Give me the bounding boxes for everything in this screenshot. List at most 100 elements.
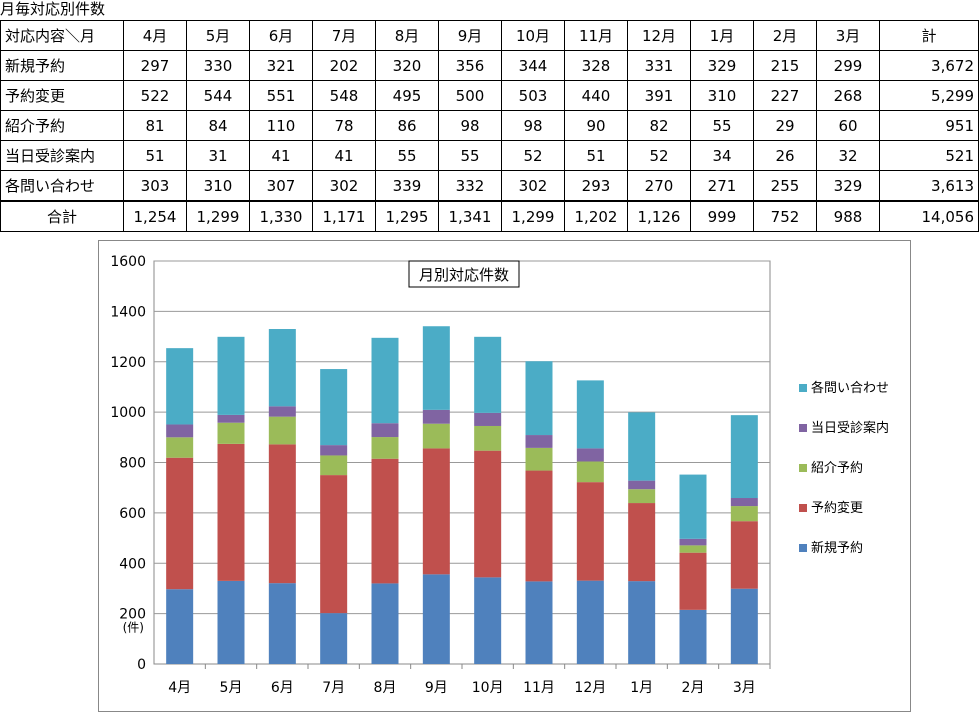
legend-label: 各問い合わせ bbox=[811, 380, 889, 396]
bar-segment-4 bbox=[371, 423, 399, 438]
table-caption: 月毎対応別件数 bbox=[0, 0, 106, 18]
bar-segment-4 bbox=[320, 445, 348, 456]
value-cell: 321 bbox=[249, 50, 313, 81]
bar-segment-3 bbox=[474, 425, 502, 451]
bar-segment-1 bbox=[576, 580, 604, 664]
total-header-cell: 計 bbox=[879, 20, 979, 51]
bar-segment-2 bbox=[474, 450, 502, 578]
bar-segment-4 bbox=[217, 414, 245, 423]
sum-value-cell: 1,299 bbox=[501, 200, 565, 232]
y-tick-label: 600 bbox=[119, 506, 146, 522]
value-cell: 255 bbox=[753, 170, 817, 202]
value-cell: 440 bbox=[564, 80, 628, 111]
value-cell: 202 bbox=[312, 50, 376, 81]
value-cell: 29 bbox=[753, 110, 817, 141]
sum-value-cell: 1,126 bbox=[627, 200, 691, 232]
value-cell: 303 bbox=[123, 170, 187, 202]
sum-value-cell: 1,295 bbox=[375, 200, 439, 232]
value-cell: 329 bbox=[816, 170, 880, 202]
value-cell: 90 bbox=[564, 110, 628, 141]
x-tick-label: 1月 bbox=[630, 680, 653, 696]
bar-segment-5 bbox=[422, 326, 450, 410]
value-cell: 271 bbox=[690, 170, 754, 202]
bar-segment-4 bbox=[166, 424, 194, 438]
value-cell: 310 bbox=[690, 80, 754, 111]
x-tick-label: 8月 bbox=[374, 680, 397, 696]
bar-segment-5 bbox=[576, 380, 604, 449]
bar-segment-4 bbox=[422, 409, 450, 424]
legend-swatch bbox=[799, 384, 807, 392]
x-tick-label: 5月 bbox=[220, 680, 243, 696]
bar-segment-2 bbox=[679, 552, 707, 610]
legend-swatch bbox=[799, 424, 807, 432]
value-cell: 495 bbox=[375, 80, 439, 111]
bar-segment-2 bbox=[371, 458, 399, 584]
y-tick-label: 800 bbox=[119, 456, 146, 472]
value-cell: 320 bbox=[375, 50, 439, 81]
value-cell: 98 bbox=[438, 110, 502, 141]
bar-segment-5 bbox=[268, 329, 296, 407]
value-cell: 307 bbox=[249, 170, 313, 202]
header-label-cell: 対応内容＼月 bbox=[0, 20, 124, 51]
month-header-cell: 2月 bbox=[753, 20, 817, 51]
bar-segment-3 bbox=[268, 416, 296, 445]
sum-value-cell: 1,171 bbox=[312, 200, 376, 232]
value-cell: 110 bbox=[249, 110, 313, 141]
value-cell: 84 bbox=[186, 110, 250, 141]
legend-label: 当日受診案内 bbox=[811, 420, 889, 436]
row-label-cell: 各問い合わせ bbox=[0, 170, 124, 202]
legend-label: 紹介予約 bbox=[811, 461, 863, 476]
value-cell: 268 bbox=[816, 80, 880, 111]
chart-title-box bbox=[408, 260, 520, 288]
table-header-row: 対応内容＼月 4月 5月 6月 7月 8月 9月 10月 11月 12月 1月 2月 3月計 bbox=[0, 20, 979, 51]
x-tick-label: 11月 bbox=[523, 680, 555, 696]
value-cell: 330 bbox=[186, 50, 250, 81]
bar-segment-2 bbox=[166, 457, 194, 590]
value-cell: 331 bbox=[627, 50, 691, 81]
bar-segment-2 bbox=[576, 482, 604, 581]
value-cell: 86 bbox=[375, 110, 439, 141]
value-cell: 52 bbox=[627, 140, 691, 171]
value-cell: 297 bbox=[123, 50, 187, 81]
bar-segment-1 bbox=[166, 589, 194, 664]
table-row: 予約変更 522 544 551 548 495 500 503 440 391 310 227 268… bbox=[0, 80, 979, 111]
x-tick-label: 7月 bbox=[322, 680, 345, 696]
value-cell: 55 bbox=[375, 140, 439, 171]
value-cell: 339 bbox=[375, 170, 439, 202]
value-cell: 332 bbox=[438, 170, 502, 202]
stacked-bar-chart: 0 200 400 600 800 1000 1200 1400 1600 (件) 4月 5月 6月 7月… bbox=[110, 254, 889, 696]
value-cell: 500 bbox=[438, 80, 502, 111]
month-header-cell: 8月 bbox=[375, 20, 439, 51]
bar-segment-3 bbox=[320, 455, 348, 476]
bar-segment-5 bbox=[166, 348, 194, 425]
bar-segment-2 bbox=[320, 475, 348, 614]
bar-segment-2 bbox=[730, 521, 758, 589]
value-cell: 299 bbox=[816, 50, 880, 81]
bar-segment-5 bbox=[628, 412, 656, 481]
row-total-cell: 3,672 bbox=[879, 50, 979, 81]
bar-segment-5 bbox=[474, 336, 502, 413]
value-cell: 344 bbox=[501, 50, 565, 81]
row-label-cell: 新規予約 bbox=[0, 50, 124, 81]
table-row: 紹介予約 81 84 110 78 86 98 98 90 82 55 29 60 951 bbox=[0, 110, 979, 141]
bar-segment-5 bbox=[320, 369, 348, 446]
bar-segment-4 bbox=[525, 435, 553, 448]
bar-segment-1 bbox=[628, 581, 656, 664]
bar-segment-3 bbox=[422, 423, 450, 449]
month-header-cell: 12月 bbox=[627, 20, 691, 51]
value-cell: 55 bbox=[690, 110, 754, 141]
x-tick-label: 3月 bbox=[733, 680, 756, 696]
value-cell: 60 bbox=[816, 110, 880, 141]
table-row: 新規予約 297 330 321 202 320 356 344 328 331 329 215 299… bbox=[0, 50, 979, 81]
value-cell: 503 bbox=[501, 80, 565, 111]
bar-segment-1 bbox=[371, 583, 399, 664]
y-tick-label: 1400 bbox=[110, 304, 146, 320]
bar-segment-5 bbox=[525, 361, 553, 436]
bar-segment-2 bbox=[628, 503, 656, 582]
bar-segment-1 bbox=[268, 583, 296, 664]
bar-segment-4 bbox=[679, 538, 707, 546]
bar-segment-3 bbox=[679, 545, 707, 553]
bar-segment-3 bbox=[217, 422, 245, 444]
sum-value-cell: 999 bbox=[690, 200, 754, 232]
value-cell: 328 bbox=[564, 50, 628, 81]
